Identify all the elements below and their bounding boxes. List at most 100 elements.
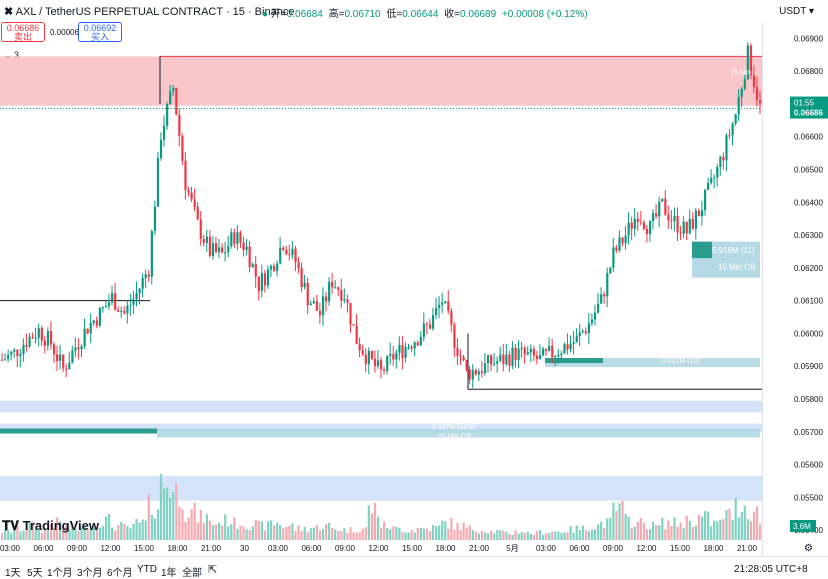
currency-label[interactable]: USDT ▾ [779, 6, 814, 17]
candle-body [578, 332, 581, 336]
volume-bar [694, 525, 698, 540]
volume-bar [4, 529, 7, 540]
volume-bar [28, 523, 31, 540]
range-1d[interactable]: 1天 [5, 568, 21, 579]
candle-body [606, 273, 609, 297]
volume-bar [196, 522, 199, 540]
volume-bar [178, 506, 181, 540]
candle-body [633, 218, 636, 229]
volume-bar [508, 534, 511, 540]
volume-bar [74, 529, 77, 540]
x-tick-label: 12:00 [368, 544, 389, 553]
candle-body [276, 263, 279, 271]
volume-bar [138, 522, 141, 540]
candle-body [202, 239, 205, 243]
volume-bar [104, 516, 108, 540]
volume-bar [538, 530, 542, 540]
candle-body [190, 192, 193, 200]
volume-bar [737, 517, 740, 540]
sell-button[interactable]: 0.06686 卖出 [1, 22, 45, 42]
volume-bar [597, 524, 600, 540]
settings-gear-icon[interactable]: ⚙ [804, 543, 813, 554]
volume-bar [691, 526, 694, 540]
volume-bar [331, 528, 334, 540]
candle-body [621, 237, 624, 244]
y-tick-label: 0.06800 [794, 67, 823, 76]
range-1m[interactable]: 1个月 [47, 568, 73, 579]
candle-body [150, 231, 153, 277]
volume-bar [166, 487, 169, 540]
candle-body [612, 247, 615, 268]
symbol-title[interactable]: ✖ AXL / TetherUS PERPETUAL CONTRACT · 15… [4, 5, 294, 18]
volume-bar [722, 519, 725, 540]
symbol-name[interactable]: AXL / TetherUS PERPETUAL CONTRACT · 15 ·… [15, 6, 295, 18]
candle-body [300, 268, 303, 288]
volume-bar [703, 510, 707, 540]
volume-bar [95, 526, 98, 540]
x-tick-label: 15:00 [670, 544, 691, 553]
volume-bar [667, 520, 670, 540]
buy-price: 0.06692 [83, 23, 117, 33]
range-6m[interactable]: 6个月 [107, 568, 133, 579]
volume-bar [300, 531, 303, 540]
candle-body [117, 309, 120, 312]
volume-bar [584, 530, 587, 540]
volume-bar [615, 510, 618, 540]
candle-body [107, 302, 111, 307]
range-1y[interactable]: 1年 [161, 568, 177, 579]
volume-bar [208, 520, 212, 540]
volume-bar [321, 528, 325, 540]
candle-body [37, 328, 40, 338]
ob-upper-text-2: 15 Min OB [718, 263, 756, 272]
volume-bar [566, 532, 569, 540]
volume-bar [141, 519, 144, 540]
volume-bar [523, 532, 526, 540]
candle-body [153, 206, 157, 232]
candle-body [389, 354, 392, 356]
candle-body [447, 301, 450, 311]
support-zone-2 [0, 423, 762, 432]
candle-body [242, 242, 245, 250]
volume-bar [700, 516, 704, 540]
candle-body [352, 324, 355, 326]
volume-bar [645, 529, 649, 540]
candle-body [257, 276, 260, 291]
candle-body [435, 307, 438, 316]
volume-bar [129, 528, 132, 540]
volume-bar [609, 517, 612, 540]
date-range-icon[interactable]: ⇱ [208, 564, 218, 576]
candle-body [697, 210, 701, 217]
candle-body [670, 220, 673, 222]
x-tick-label: 30 [240, 544, 249, 553]
range-3m[interactable]: 3个月 [77, 568, 103, 579]
volume-bar [590, 529, 594, 540]
volume-bar [132, 523, 135, 540]
candle-body [416, 342, 419, 346]
candle-body [309, 303, 312, 306]
candle-body [187, 189, 190, 193]
candle-body [34, 337, 37, 339]
volume-bar [630, 527, 633, 540]
candle-body [205, 236, 208, 243]
x-tick-label: 18:00 [435, 544, 456, 553]
volume-bar [52, 527, 56, 540]
candle-body [269, 266, 273, 270]
range-all[interactable]: 全部 [182, 568, 202, 579]
x-tick-label: 18:00 [703, 544, 724, 553]
candle-body [4, 359, 7, 361]
candle-body [211, 243, 215, 256]
volume-bar [126, 526, 129, 540]
candle-body [40, 328, 43, 341]
range-ytd[interactable]: YTD [137, 564, 157, 575]
volume-bar [367, 505, 370, 540]
buy-button[interactable]: 0.06692 买入 [78, 22, 122, 42]
candle-body [410, 346, 413, 349]
indicator-toggle[interactable]: ⌄ 3 [4, 50, 20, 60]
y-tick-label: 0.06100 [794, 297, 823, 306]
range-5d[interactable]: 5天 [27, 568, 43, 579]
candle-body [233, 232, 236, 244]
candle-body [169, 91, 172, 105]
volume-bar [31, 521, 34, 540]
volume-bar [661, 517, 664, 540]
